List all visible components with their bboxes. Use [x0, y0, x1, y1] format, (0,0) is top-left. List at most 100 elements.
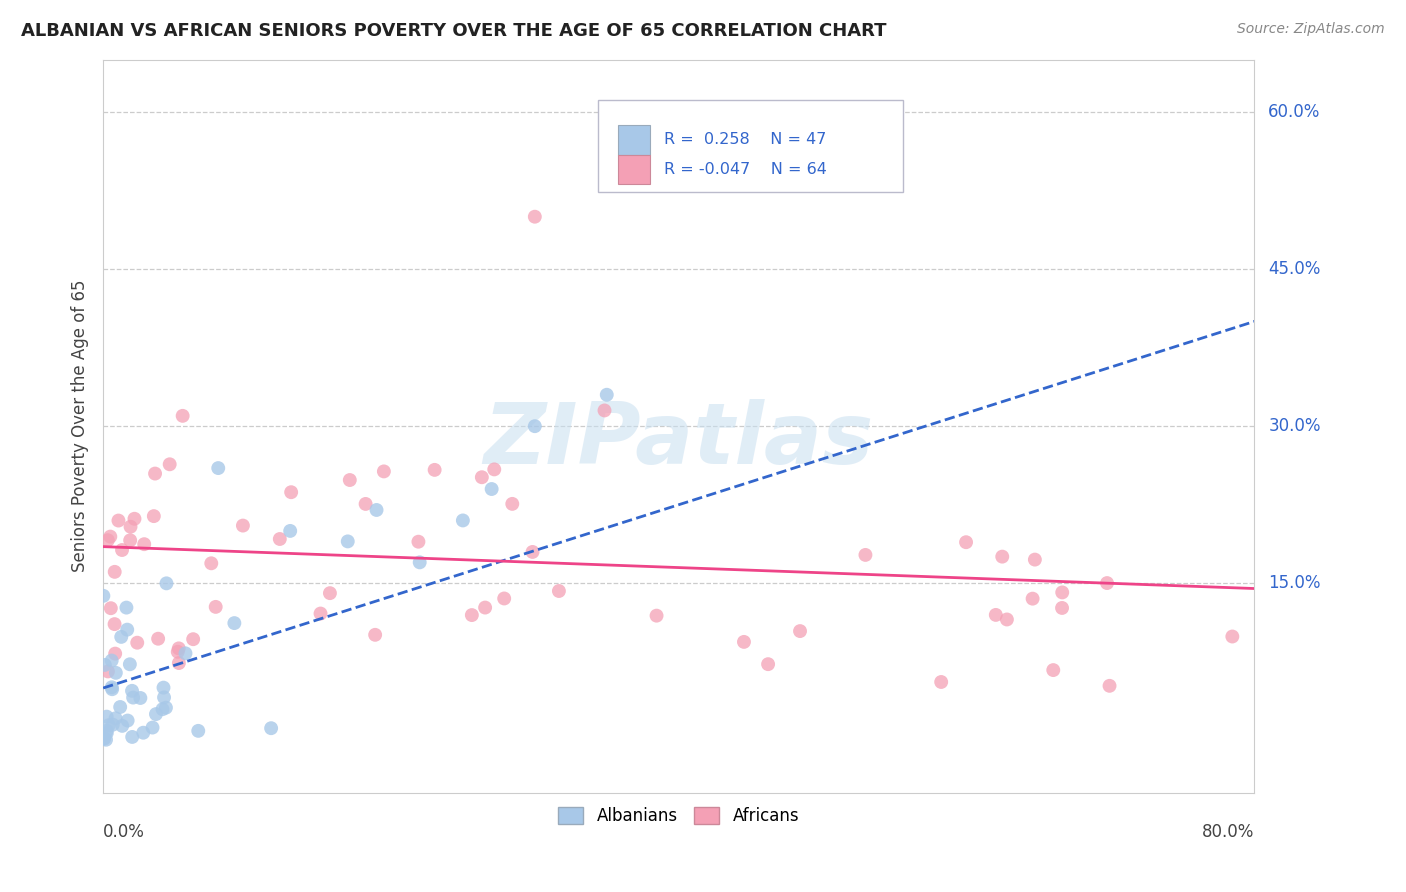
Point — [354, 497, 377, 511]
Point — [309, 607, 332, 621]
Point — [461, 608, 484, 623]
Point — [523, 419, 546, 434]
Text: 45.0%: 45.0% — [1268, 260, 1320, 278]
Point — [204, 599, 226, 614]
Point — [955, 535, 977, 549]
Point — [1050, 585, 1073, 599]
Point — [339, 473, 361, 487]
Text: R =  0.258    N = 47: R = 0.258 N = 47 — [664, 132, 827, 147]
Point — [366, 503, 388, 517]
Point — [364, 628, 387, 642]
Point — [104, 711, 127, 725]
Point — [96, 726, 118, 740]
Point — [481, 482, 503, 496]
Point — [523, 210, 546, 224]
Point — [733, 635, 755, 649]
Point — [260, 721, 283, 735]
Text: 30.0%: 30.0% — [1268, 417, 1320, 435]
Text: 80.0%: 80.0% — [1202, 823, 1254, 841]
Point — [104, 565, 127, 579]
Point — [159, 458, 181, 472]
Point — [141, 721, 163, 735]
Point — [129, 690, 152, 705]
Point — [155, 700, 177, 714]
Point — [108, 700, 131, 714]
Point — [93, 589, 115, 603]
Point — [104, 647, 127, 661]
Text: R = -0.047    N = 64: R = -0.047 N = 64 — [664, 161, 827, 177]
Point — [152, 681, 174, 695]
Point — [97, 718, 120, 732]
Text: ALBANIAN VS AFRICAN SENIORS POVERTY OVER THE AGE OF 65 CORRELATION CHART: ALBANIAN VS AFRICAN SENIORS POVERTY OVER… — [21, 22, 887, 40]
Point — [278, 524, 301, 538]
Point — [120, 519, 142, 533]
Point — [1098, 679, 1121, 693]
Text: ZIPatlas: ZIPatlas — [484, 400, 875, 483]
Point — [110, 630, 132, 644]
Point — [187, 723, 209, 738]
Point — [1042, 663, 1064, 677]
Legend: Albanians, Africans: Albanians, Africans — [551, 801, 806, 832]
Text: 60.0%: 60.0% — [1268, 103, 1320, 121]
Point — [207, 461, 229, 475]
Text: 15.0%: 15.0% — [1268, 574, 1320, 592]
Point — [145, 707, 167, 722]
Point — [451, 513, 474, 527]
Point — [152, 702, 174, 716]
Point — [929, 675, 952, 690]
Point — [232, 518, 254, 533]
Point — [97, 533, 120, 548]
Point — [855, 548, 877, 562]
Point — [756, 657, 779, 672]
Point — [115, 623, 138, 637]
Point — [166, 645, 188, 659]
Point — [645, 608, 668, 623]
Point — [115, 600, 138, 615]
Point — [167, 641, 190, 656]
Text: 0.0%: 0.0% — [103, 823, 145, 841]
Point — [111, 719, 134, 733]
Point — [153, 690, 176, 705]
Point — [522, 545, 544, 559]
Point — [107, 514, 129, 528]
Point — [1024, 552, 1046, 566]
Point — [120, 533, 142, 548]
Point — [100, 654, 122, 668]
Point — [142, 509, 165, 524]
Point — [336, 534, 359, 549]
Point — [117, 714, 139, 728]
Point — [409, 555, 432, 569]
Point — [96, 709, 118, 723]
Point — [111, 543, 134, 558]
Point — [143, 467, 166, 481]
Point — [501, 497, 523, 511]
Point — [593, 403, 616, 417]
Text: Source: ZipAtlas.com: Source: ZipAtlas.com — [1237, 22, 1385, 37]
Point — [122, 690, 145, 705]
Point — [101, 682, 124, 697]
Point — [104, 665, 127, 680]
Point — [146, 632, 169, 646]
Point — [121, 730, 143, 744]
Point — [200, 557, 222, 571]
Point — [93, 731, 115, 746]
Point — [596, 388, 619, 402]
Point — [224, 616, 246, 631]
Point — [471, 470, 494, 484]
Point — [121, 683, 143, 698]
Point — [103, 617, 125, 632]
Point — [484, 462, 506, 476]
Point — [995, 612, 1018, 626]
Point — [319, 586, 342, 600]
Point — [269, 532, 291, 546]
Point — [94, 732, 117, 747]
Bar — [617, 125, 650, 154]
Point — [167, 656, 190, 670]
Point — [789, 624, 811, 638]
Point — [127, 636, 149, 650]
Point — [181, 632, 204, 647]
Point — [1050, 601, 1073, 615]
Point — [94, 657, 117, 672]
Point — [423, 463, 446, 477]
Point — [93, 731, 115, 746]
